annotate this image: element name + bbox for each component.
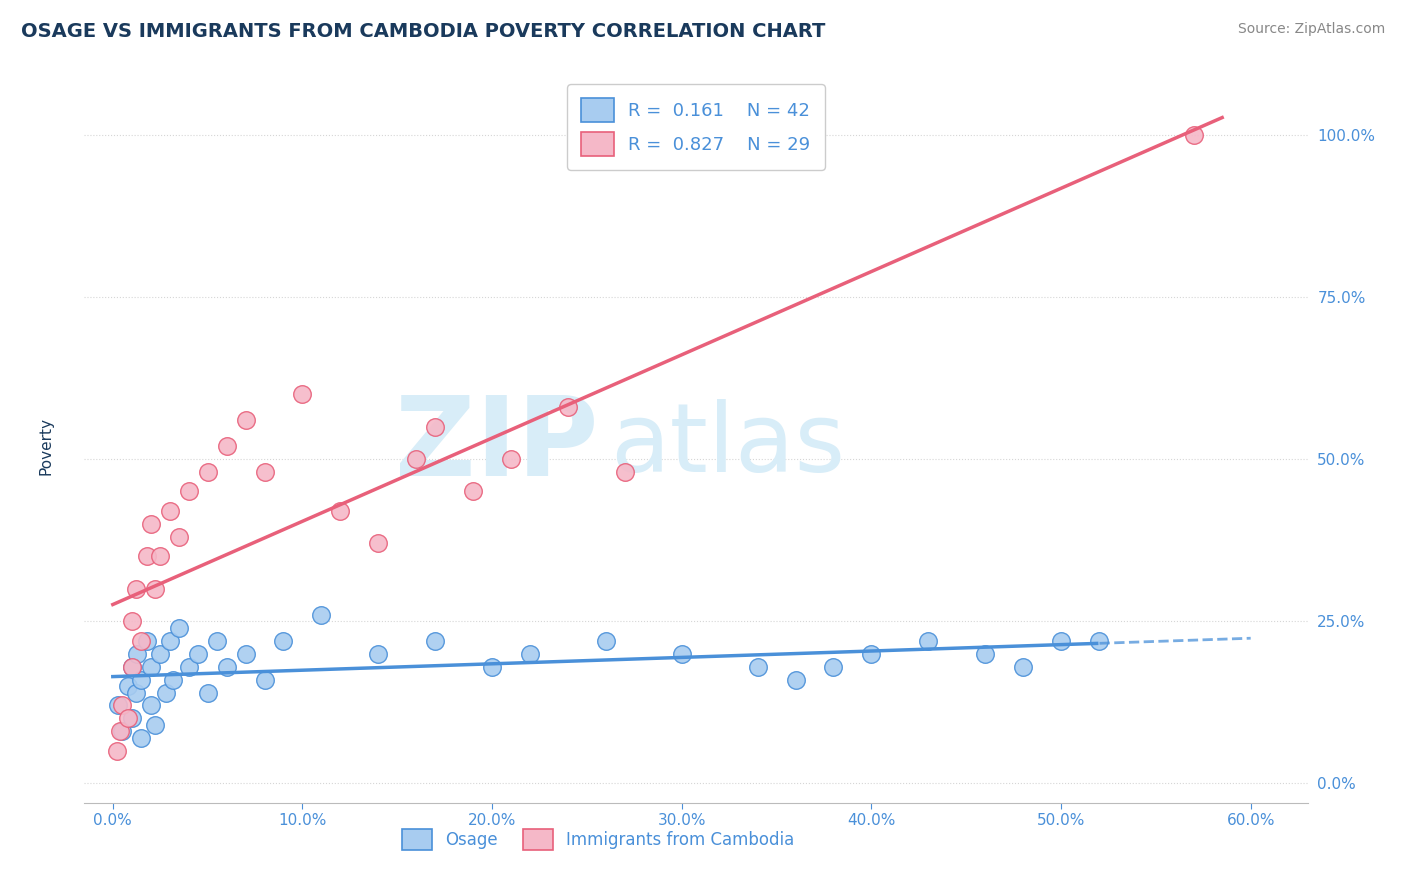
Point	[329, 504, 352, 518]
Point	[177, 659, 200, 673]
Point	[367, 536, 389, 550]
Point	[291, 387, 314, 401]
Point	[1012, 659, 1035, 673]
Point	[107, 698, 129, 713]
Point	[481, 659, 503, 673]
Point	[136, 633, 159, 648]
Point	[129, 673, 152, 687]
Point	[215, 659, 238, 673]
Point	[105, 744, 128, 758]
Point	[974, 647, 997, 661]
Text: ZIP: ZIP	[395, 392, 598, 500]
Point	[149, 549, 172, 564]
Point	[519, 647, 541, 661]
Point	[110, 724, 132, 739]
Point	[205, 633, 228, 648]
Point	[155, 685, 177, 699]
Point	[121, 659, 143, 673]
Point	[499, 452, 522, 467]
Point	[143, 582, 166, 596]
Point	[1182, 128, 1205, 142]
Point	[136, 549, 159, 564]
Point	[823, 659, 845, 673]
Point	[917, 633, 939, 648]
Point	[129, 731, 152, 745]
Point	[671, 647, 693, 661]
Point	[235, 647, 257, 661]
Point	[463, 484, 485, 499]
Point	[253, 465, 276, 479]
Point	[425, 419, 447, 434]
Point	[1050, 633, 1073, 648]
Point	[139, 516, 162, 531]
Point	[143, 718, 166, 732]
Point	[167, 621, 190, 635]
Point	[149, 647, 172, 661]
Point	[273, 633, 295, 648]
Y-axis label: Poverty: Poverty	[39, 417, 53, 475]
Point	[121, 659, 143, 673]
Point	[124, 685, 146, 699]
Point	[367, 647, 389, 661]
Text: atlas: atlas	[610, 400, 845, 492]
Point	[557, 400, 579, 414]
Point	[177, 484, 200, 499]
Point	[215, 439, 238, 453]
Point	[235, 413, 257, 427]
Point	[785, 673, 807, 687]
Point	[197, 465, 219, 479]
Point	[139, 698, 162, 713]
Text: OSAGE VS IMMIGRANTS FROM CAMBODIA POVERTY CORRELATION CHART: OSAGE VS IMMIGRANTS FROM CAMBODIA POVERT…	[21, 22, 825, 41]
Point	[613, 465, 636, 479]
Point	[187, 647, 209, 661]
Point	[159, 504, 181, 518]
Point	[117, 679, 139, 693]
Point	[311, 607, 333, 622]
Point	[860, 647, 883, 661]
Point	[111, 724, 134, 739]
Point	[162, 673, 184, 687]
Point	[124, 582, 146, 596]
Point	[197, 685, 219, 699]
Point	[167, 530, 190, 544]
Point	[121, 614, 143, 628]
Point	[405, 452, 427, 467]
Point	[129, 633, 152, 648]
Point	[159, 633, 181, 648]
Point	[253, 673, 276, 687]
Point	[425, 633, 447, 648]
Point	[1088, 633, 1111, 648]
Point	[139, 659, 162, 673]
Point	[595, 633, 617, 648]
Point	[117, 711, 139, 725]
Point	[111, 698, 134, 713]
Point	[127, 647, 149, 661]
Point	[121, 711, 143, 725]
Legend: Osage, Immigrants from Cambodia: Osage, Immigrants from Cambodia	[394, 821, 803, 859]
Point	[747, 659, 769, 673]
Text: Source: ZipAtlas.com: Source: ZipAtlas.com	[1237, 22, 1385, 37]
